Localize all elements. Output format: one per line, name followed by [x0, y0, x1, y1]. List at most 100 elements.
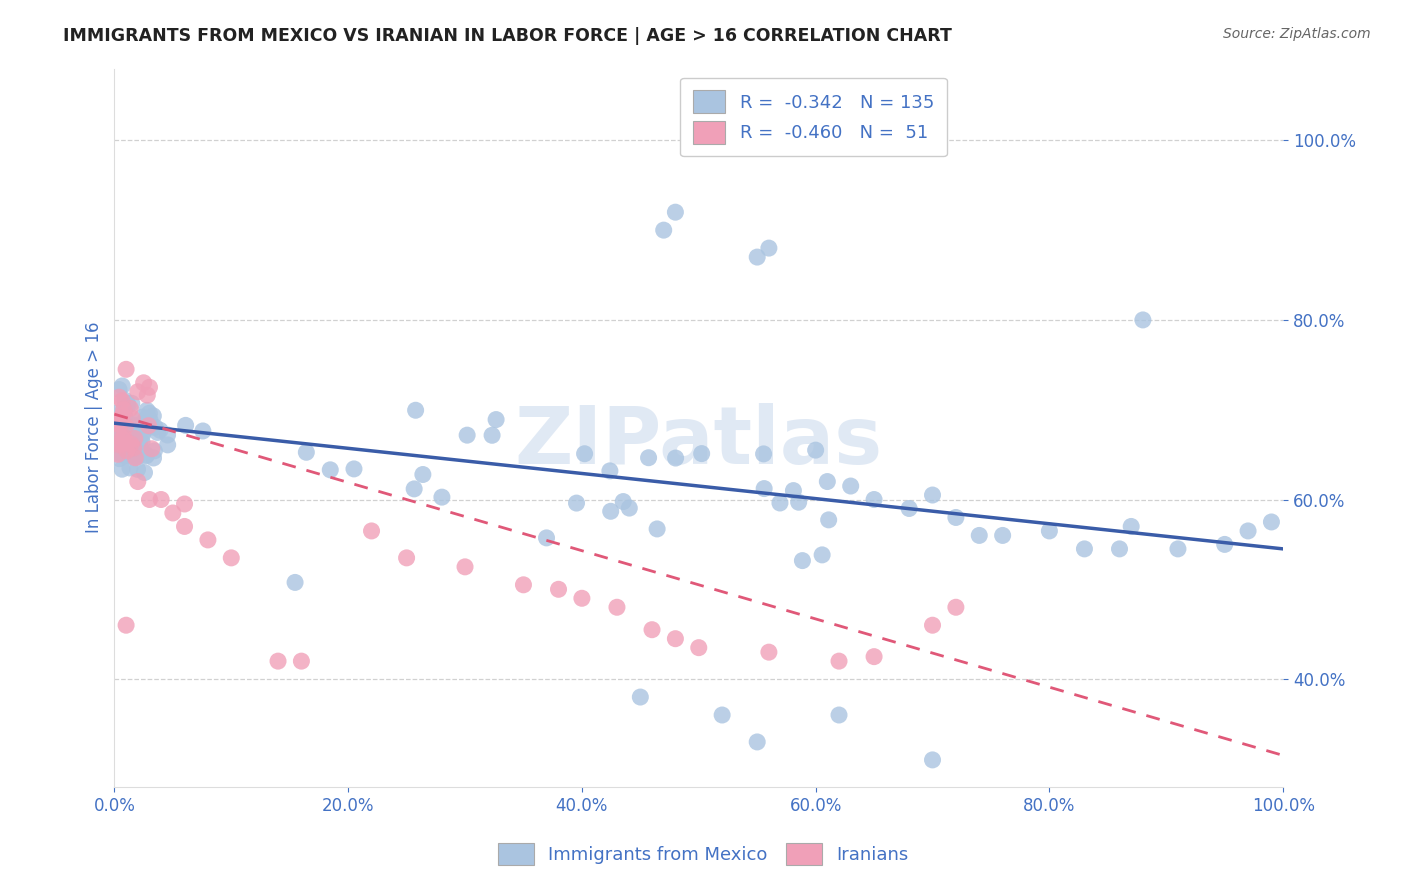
- Point: [118, 434, 141, 449]
- Point: [143, 420, 166, 434]
- Point: [1167, 541, 1189, 556]
- Point: [295, 445, 318, 459]
- Point: [136, 388, 159, 402]
- Point: [138, 406, 160, 420]
- Point: [104, 435, 127, 450]
- Point: [117, 398, 139, 412]
- Point: [127, 384, 149, 399]
- Point: [108, 438, 131, 452]
- Point: [815, 475, 838, 489]
- Point: [197, 533, 219, 547]
- Point: [967, 528, 990, 542]
- Legend: R =  -0.342   N = 135, R =  -0.460   N =  51: R = -0.342 N = 135, R = -0.460 N = 51: [681, 78, 946, 156]
- Point: [131, 435, 153, 450]
- Point: [146, 425, 169, 440]
- Point: [124, 439, 146, 453]
- Point: [690, 447, 713, 461]
- Point: [547, 582, 569, 597]
- Point: [641, 623, 664, 637]
- Point: [110, 417, 132, 431]
- Point: [665, 451, 688, 466]
- Point: [991, 528, 1014, 542]
- Point: [758, 241, 780, 255]
- Point: [191, 424, 214, 438]
- Point: [828, 654, 851, 668]
- Point: [104, 421, 127, 435]
- Point: [111, 462, 134, 476]
- Point: [125, 449, 148, 463]
- Legend: Immigrants from Mexico, Iranians: Immigrants from Mexico, Iranians: [491, 836, 915, 872]
- Point: [565, 496, 588, 510]
- Point: [124, 432, 146, 446]
- Point: [599, 504, 621, 518]
- Point: [652, 223, 675, 237]
- Point: [711, 708, 734, 723]
- Point: [290, 654, 312, 668]
- Point: [111, 409, 134, 423]
- Point: [115, 618, 138, 632]
- Point: [162, 506, 184, 520]
- Point: [138, 418, 160, 433]
- Point: [111, 425, 134, 440]
- Point: [105, 440, 128, 454]
- Point: [141, 442, 163, 456]
- Point: [173, 519, 195, 533]
- Point: [108, 383, 131, 397]
- Point: [792, 553, 814, 567]
- Point: [134, 466, 156, 480]
- Point: [110, 411, 132, 425]
- Point: [111, 429, 134, 443]
- Point: [139, 420, 162, 434]
- Point: [921, 618, 943, 632]
- Point: [104, 425, 127, 440]
- Point: [114, 427, 136, 442]
- Point: [404, 482, 426, 496]
- Point: [107, 447, 129, 461]
- Point: [131, 410, 153, 425]
- Point: [747, 735, 769, 749]
- Point: [104, 434, 127, 449]
- Point: [105, 442, 128, 457]
- Point: [107, 423, 129, 437]
- Point: [219, 550, 242, 565]
- Point: [114, 436, 136, 450]
- Point: [898, 501, 921, 516]
- Text: IMMIGRANTS FROM MEXICO VS IRANIAN IN LABOR FORCE | AGE > 16 CORRELATION CHART: IMMIGRANTS FROM MEXICO VS IRANIAN IN LAB…: [63, 27, 952, 45]
- Point: [122, 441, 145, 455]
- Point: [769, 496, 792, 510]
- Point: [828, 708, 851, 723]
- Point: [612, 494, 634, 508]
- Point: [112, 429, 135, 443]
- Point: [395, 550, 418, 565]
- Y-axis label: In Labor Force | Age > 16: In Labor Force | Age > 16: [86, 322, 103, 533]
- Point: [1132, 313, 1154, 327]
- Point: [599, 464, 621, 478]
- Text: ZIPatlas: ZIPatlas: [515, 403, 883, 481]
- Point: [115, 443, 138, 458]
- Point: [125, 426, 148, 441]
- Point: [127, 462, 149, 476]
- Point: [105, 416, 128, 430]
- Point: [863, 649, 886, 664]
- Point: [111, 424, 134, 438]
- Point: [945, 510, 967, 524]
- Point: [512, 578, 534, 592]
- Point: [114, 393, 136, 408]
- Point: [150, 492, 173, 507]
- Point: [112, 421, 135, 435]
- Point: [606, 600, 628, 615]
- Point: [811, 548, 834, 562]
- Point: [135, 449, 157, 463]
- Point: [118, 444, 141, 458]
- Point: [173, 497, 195, 511]
- Point: [619, 501, 641, 516]
- Point: [132, 416, 155, 430]
- Point: [120, 401, 142, 416]
- Point: [536, 531, 558, 545]
- Point: [267, 654, 290, 668]
- Point: [125, 426, 148, 441]
- Point: [115, 362, 138, 376]
- Point: [1073, 541, 1095, 556]
- Point: [104, 435, 127, 450]
- Point: [688, 640, 710, 655]
